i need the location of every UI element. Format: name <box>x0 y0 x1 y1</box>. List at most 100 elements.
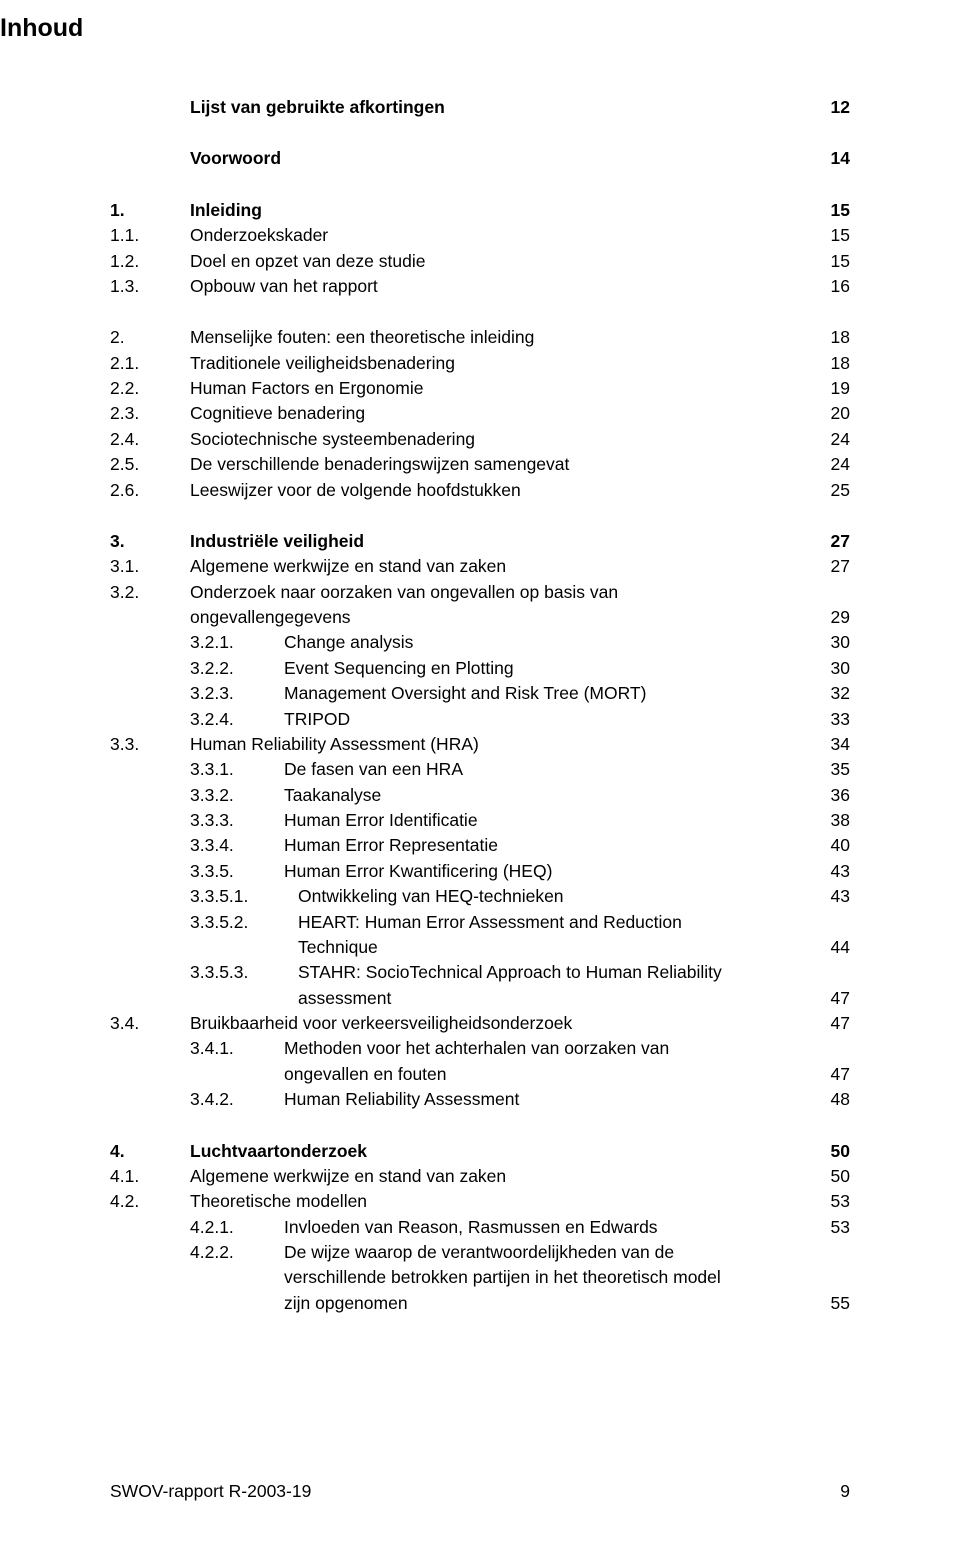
toc-label: De fasen van een HRA <box>284 757 816 782</box>
toc-entry: 2.3.Cognitieve benadering20 <box>110 401 850 426</box>
toc-entry: 3.3.1.De fasen van een HRA35 <box>110 757 850 782</box>
toc-number: 3.2.2. <box>190 656 284 681</box>
toc-page-number: 14 <box>816 146 850 171</box>
toc-number: 3.3.5.1. <box>190 884 298 909</box>
toc-label: Luchtvaartonderzoek <box>190 1139 816 1164</box>
toc-label: Ontwikkeling van HEQ-technieken <box>298 884 816 909</box>
toc-label: verschillende betrokken partijen in het … <box>284 1265 850 1290</box>
toc-entry: 3.3.2.Taakanalyse36 <box>110 783 850 808</box>
toc-heading: 4.Luchtvaartonderzoek50 <box>110 1139 850 1164</box>
toc-number: 3.1. <box>110 554 190 579</box>
toc-page-number: 25 <box>816 478 850 503</box>
toc-entry-continuation: ongevallengegevens29 <box>110 605 850 630</box>
toc-number: 2.5. <box>110 452 190 477</box>
toc-number: 3.2.4. <box>190 707 284 732</box>
toc-label: Voorwoord <box>190 146 816 171</box>
toc-entry: 4.2.Theoretische modellen53 <box>110 1189 850 1214</box>
toc-entry: 3.3.5.2.HEART: Human Error Assessment an… <box>110 910 850 935</box>
toc-page-number: 53 <box>816 1215 850 1240</box>
toc-page-number: 15 <box>816 198 850 223</box>
toc-number: 4.2.2. <box>190 1240 284 1265</box>
toc-page-number: 53 <box>816 1189 850 1214</box>
toc-label: Management Oversight and Risk Tree (MORT… <box>284 681 816 706</box>
toc-number: 4.2.1. <box>190 1215 284 1240</box>
toc-label: Human Reliability Assessment (HRA) <box>190 732 816 757</box>
toc-number: 3.2. <box>110 580 190 605</box>
toc-entry-continuation: ongevallen en fouten47 <box>110 1062 850 1087</box>
toc-number: 3.3. <box>110 732 190 757</box>
toc-entry: 2.Menselijke fouten: een theoretische in… <box>110 325 850 350</box>
toc-heading: Voorwoord14 <box>110 146 850 171</box>
toc-label: ongevallen en fouten <box>284 1062 816 1087</box>
toc-heading: 3.Industriële veiligheid27 <box>110 529 850 554</box>
toc-entry-continuation: assessment47 <box>110 986 850 1011</box>
toc-label: Sociotechnische systeembenadering <box>190 427 816 452</box>
toc-entry-continuation: verschillende betrokken partijen in het … <box>110 1265 850 1290</box>
toc-number: 2.3. <box>110 401 190 426</box>
toc-page-number: 19 <box>816 376 850 401</box>
toc-number: 1.2. <box>110 249 190 274</box>
toc-entry: 3.2.2.Event Sequencing en Plotting30 <box>110 656 850 681</box>
toc-number: 3.3.2. <box>190 783 284 808</box>
toc-page-number: 44 <box>816 935 850 960</box>
toc-page-number: 15 <box>816 249 850 274</box>
toc-number: 3.2.3. <box>190 681 284 706</box>
toc-label: Event Sequencing en Plotting <box>284 656 816 681</box>
toc-page-number: 15 <box>816 223 850 248</box>
toc-number: 3.3.5. <box>190 859 284 884</box>
toc-label: Doel en opzet van deze studie <box>190 249 816 274</box>
toc-number: 1.3. <box>110 274 190 299</box>
toc-number: 3.2.1. <box>190 630 284 655</box>
toc-page-number: 55 <box>816 1291 850 1316</box>
toc-label: Invloeden van Reason, Rasmussen en Edwar… <box>284 1215 816 1240</box>
toc-label: Taakanalyse <box>284 783 816 808</box>
toc-label: Menselijke fouten: een theoretische inle… <box>190 325 816 350</box>
toc-page-number: 30 <box>816 630 850 655</box>
toc-entry: 3.3.Human Reliability Assessment (HRA)34 <box>110 732 850 757</box>
toc-entry: 2.4.Sociotechnische systeembenadering24 <box>110 427 850 452</box>
table-of-contents: Lijst van gebruikte afkortingen12 Voorwoo… <box>110 95 850 1316</box>
toc-label: Algemene werkwijze en stand van zaken <box>190 1164 816 1189</box>
toc-label: TRIPOD <box>284 707 816 732</box>
toc-label: Bruikbaarheid voor verkeersveiligheidson… <box>190 1011 816 1036</box>
toc-number: 3.4.1. <box>190 1036 284 1061</box>
toc-label: Cognitieve benadering <box>190 401 816 426</box>
toc-label: ongevallengegevens <box>190 605 816 630</box>
toc-label: Algemene werkwijze en stand van zaken <box>190 554 816 579</box>
toc-page-number: 40 <box>816 833 850 858</box>
page-footer: SWOV-rapport R-2003-19 9 <box>110 1481 850 1502</box>
toc-page-number: 47 <box>816 986 850 1011</box>
toc-page-number: 36 <box>816 783 850 808</box>
toc-number <box>110 146 190 171</box>
toc-entry: 3.3.5.Human Error Kwantificering (HEQ)43 <box>110 859 850 884</box>
toc-label: assessment <box>298 986 816 1011</box>
toc-entry: 2.2.Human Factors en Ergonomie19 <box>110 376 850 401</box>
toc-label: STAHR: SocioTechnical Approach to Human … <box>298 960 850 985</box>
toc-page-number: 38 <box>816 808 850 833</box>
toc-entry: 3.2.4.TRIPOD33 <box>110 707 850 732</box>
toc-entry: 3.2.Onderzoek naar oorzaken van ongevall… <box>110 580 850 605</box>
toc-heading: Lijst van gebruikte afkortingen12 <box>110 95 850 120</box>
toc-label: De wijze waarop de verantwoordelijkheden… <box>284 1240 850 1265</box>
toc-label: Onderzoek naar oorzaken van ongevallen o… <box>190 580 850 605</box>
toc-page-number: 24 <box>816 427 850 452</box>
toc-entry: 3.3.4.Human Error Representatie40 <box>110 833 850 858</box>
toc-label: Human Error Kwantificering (HEQ) <box>284 859 816 884</box>
toc-label: Human Reliability Assessment <box>284 1087 816 1112</box>
toc-page-number: 34 <box>816 732 850 757</box>
toc-number: 3. <box>110 529 190 554</box>
toc-page-number: 43 <box>816 859 850 884</box>
toc-number: 3.3.4. <box>190 833 284 858</box>
toc-number: 4.1. <box>110 1164 190 1189</box>
toc-entry: 3.2.3.Management Oversight and Risk Tree… <box>110 681 850 706</box>
toc-page-number: 16 <box>816 274 850 299</box>
toc-number: 3.4.2. <box>190 1087 284 1112</box>
toc-label: zijn opgenomen <box>284 1291 816 1316</box>
toc-spacer <box>110 299 850 325</box>
toc-page-number: 20 <box>816 401 850 426</box>
toc-entry: 3.1.Algemene werkwijze en stand van zake… <box>110 554 850 579</box>
toc-number: 3.3.1. <box>190 757 284 782</box>
toc-entry: 3.3.5.3.STAHR: SocioTechnical Approach t… <box>110 960 850 985</box>
toc-page-number: 18 <box>816 325 850 350</box>
toc-label: Inleiding <box>190 198 816 223</box>
